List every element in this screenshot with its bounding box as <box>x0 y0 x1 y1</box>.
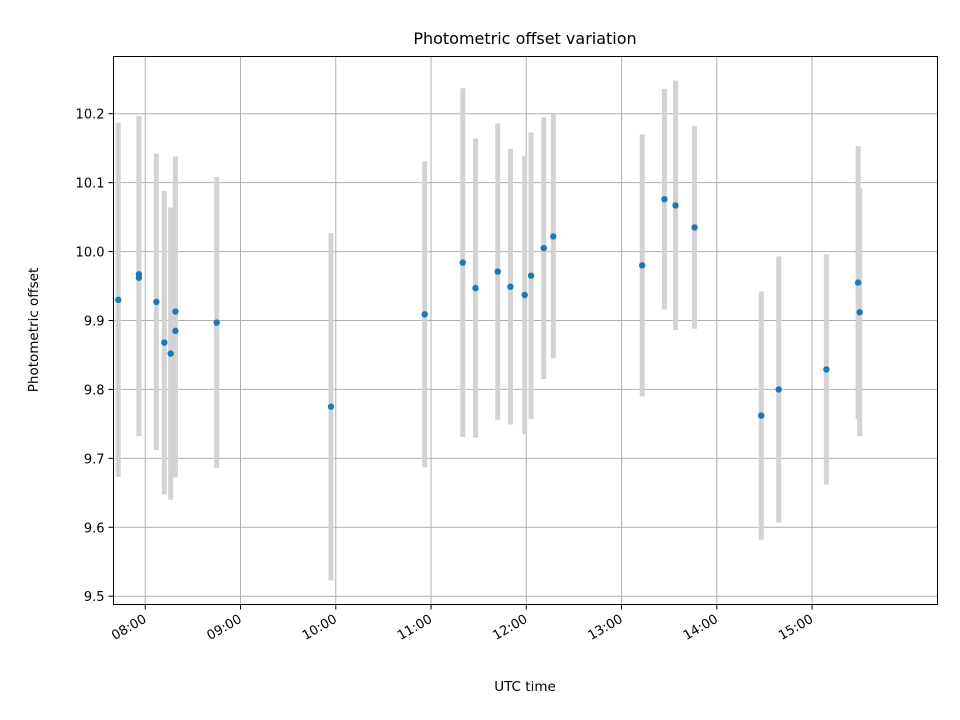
data-point <box>856 309 863 316</box>
data-point <box>540 244 547 252</box>
data-point <box>421 311 428 318</box>
data-point <box>507 283 514 290</box>
chart-title: Photometric offset variation <box>413 29 636 48</box>
data-point <box>135 274 143 281</box>
y-axis-ticks: 9.5 9.6 9.7 9.8 9.9 10.0 10.1 10.2 <box>76 108 114 605</box>
data-point <box>527 272 535 279</box>
data-point <box>213 319 220 326</box>
data-point <box>472 284 479 292</box>
plot-frame <box>113 56 938 605</box>
y-tick-label: 10.0 <box>76 246 105 261</box>
data-point <box>758 412 765 419</box>
data-point <box>521 291 528 299</box>
y-tick-label: 10.2 <box>76 108 105 123</box>
x-axis-label: UTC time <box>494 679 556 695</box>
data-point <box>638 262 646 269</box>
data-point <box>550 233 557 240</box>
y-tick-label: 10.1 <box>76 177 105 192</box>
data-point <box>823 366 830 373</box>
data-point <box>327 403 335 410</box>
y-tick-label: 9.7 <box>84 452 105 467</box>
data-point <box>672 202 679 209</box>
y-tick-label: 9.6 <box>84 521 105 536</box>
data-point <box>153 298 160 306</box>
y-tick-label: 9.9 <box>84 315 105 330</box>
data-point <box>691 224 698 231</box>
data-point <box>661 195 668 203</box>
data-point <box>115 296 122 304</box>
y-tick-label: 9.5 <box>84 590 105 605</box>
data-point <box>172 327 179 335</box>
data-points <box>115 195 863 419</box>
data-point <box>854 279 862 286</box>
y-tick-label: 9.8 <box>84 383 105 398</box>
data-point <box>167 350 174 357</box>
data-point <box>775 386 782 393</box>
data-point <box>172 308 179 315</box>
y-axis-label: Photometric offset <box>26 268 42 392</box>
data-point <box>161 339 168 346</box>
data-point <box>494 268 501 275</box>
data-point <box>459 259 466 266</box>
